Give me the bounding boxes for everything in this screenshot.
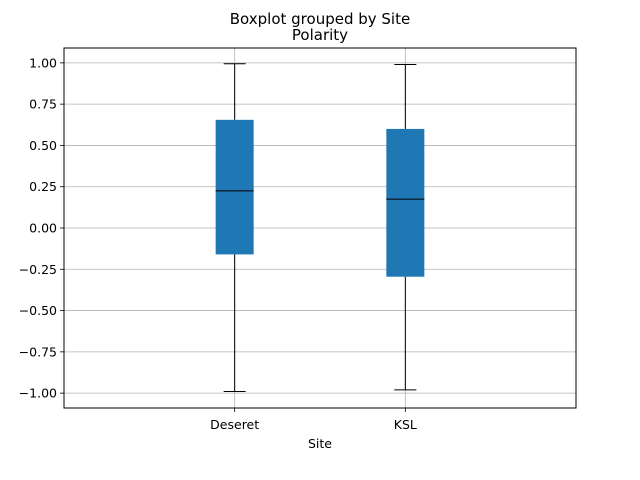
grid-lines xyxy=(64,48,576,408)
y-tick-label: 0.25 xyxy=(29,179,57,194)
plot-frame xyxy=(63,47,577,409)
x-tick-label: KSL xyxy=(394,417,417,432)
y-axis: −1.00 −0.75 −0.50 −0.25 0.00 0.25 0.50 0.75 1.00 xyxy=(19,55,64,401)
y-tick-label: −0.50 xyxy=(19,303,57,318)
y-tick-label: 0.50 xyxy=(29,138,57,153)
y-tick-label: 0.75 xyxy=(29,97,57,112)
y-tick-label: −0.75 xyxy=(19,344,57,359)
y-tick-label: −1.00 xyxy=(19,386,57,401)
x-axis-label: Site xyxy=(308,436,332,451)
y-tick-label: 0.00 xyxy=(29,221,57,236)
iqr-box xyxy=(215,119,254,255)
iqr-box xyxy=(386,128,425,277)
chart-title: Polarity xyxy=(292,26,348,44)
x-tick-label: Deseret xyxy=(210,417,259,432)
box-series xyxy=(215,63,425,392)
box-deseret xyxy=(215,63,254,392)
chart-suptitle: Boxplot grouped by Site xyxy=(230,10,410,28)
y-tick-label: 1.00 xyxy=(29,55,57,70)
x-axis: Deseret KSL xyxy=(210,408,417,432)
y-tick-label: −0.25 xyxy=(19,262,57,277)
box-ksl xyxy=(386,64,425,391)
